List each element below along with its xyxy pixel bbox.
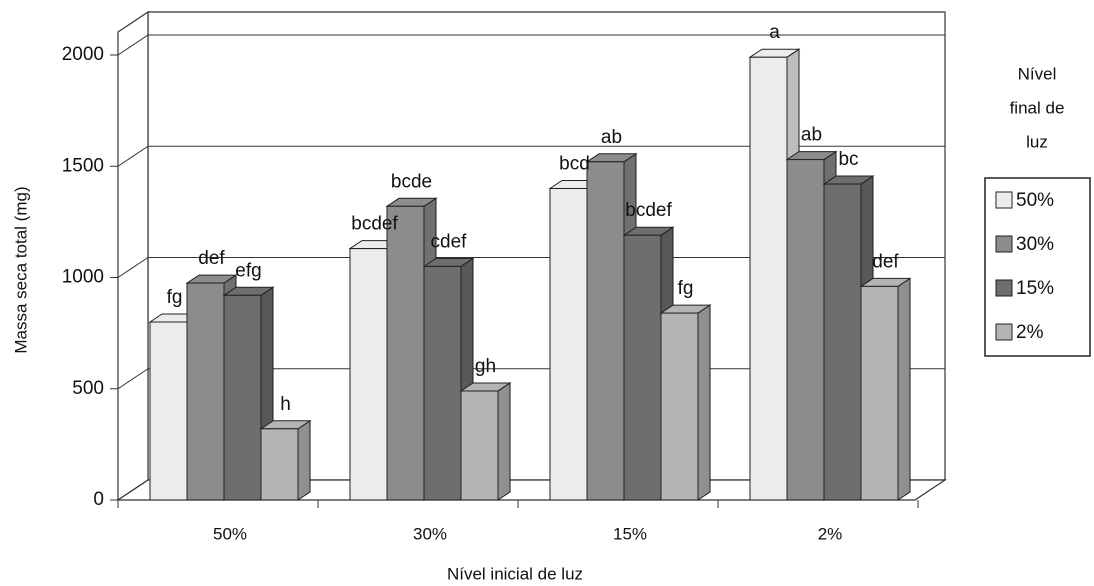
bar bbox=[423, 265, 462, 501]
bar-side bbox=[497, 382, 511, 501]
bar-annotation: bcdef bbox=[351, 214, 398, 235]
legend-title: final de bbox=[1010, 98, 1065, 117]
bar-annotation: cdef bbox=[431, 231, 468, 252]
x-tick-label: 15% bbox=[613, 524, 647, 543]
bar bbox=[349, 248, 388, 501]
bar bbox=[186, 282, 225, 501]
bar-side bbox=[697, 304, 711, 501]
bar-annotation: ab bbox=[601, 127, 622, 148]
bar bbox=[586, 161, 625, 501]
legend-title: Nível bbox=[1018, 64, 1057, 83]
bar-annotation: ab bbox=[801, 125, 822, 146]
bar-annotation: bcd bbox=[559, 154, 590, 175]
bar bbox=[786, 159, 825, 501]
y-axis-label: Massa seca total (mg) bbox=[11, 186, 30, 353]
bar bbox=[149, 321, 188, 501]
legend-label: 50% bbox=[1016, 190, 1054, 211]
bar-annotation: fg bbox=[678, 278, 694, 299]
legend-swatch bbox=[995, 191, 1013, 209]
y-tick-label: 2000 bbox=[62, 44, 104, 65]
bar-annotation: gh bbox=[475, 356, 496, 377]
grid-line bbox=[117, 368, 149, 390]
bar-annotation: fg bbox=[167, 287, 183, 308]
bar-annotation: h bbox=[280, 394, 291, 415]
bar-annotation: def bbox=[872, 251, 899, 272]
bar bbox=[660, 312, 699, 501]
grid-line bbox=[117, 34, 149, 56]
y-tick-label: 500 bbox=[72, 378, 104, 399]
y-tick-label: 1000 bbox=[62, 267, 104, 288]
y-tick-label: 1500 bbox=[62, 155, 104, 176]
legend-label: 2% bbox=[1016, 322, 1044, 343]
grid-line bbox=[117, 257, 149, 278]
bar bbox=[623, 234, 662, 501]
legend-title: luz bbox=[1026, 132, 1048, 151]
bar bbox=[260, 428, 299, 501]
grid-line bbox=[117, 145, 149, 167]
bar bbox=[386, 205, 425, 501]
x-tick-label: 30% bbox=[413, 524, 447, 543]
bar bbox=[823, 183, 862, 501]
bar-annotation: bc bbox=[838, 149, 858, 170]
legend-label: 15% bbox=[1016, 278, 1054, 299]
bar-annotation: a bbox=[769, 22, 780, 43]
bar-annotation: bcde bbox=[391, 171, 432, 192]
side-wall bbox=[117, 10, 149, 502]
bar-side bbox=[897, 277, 911, 501]
bar bbox=[223, 294, 262, 501]
x-tick-label: 2% bbox=[818, 524, 843, 543]
bar-annotation: bcdef bbox=[625, 200, 672, 221]
legend-swatch bbox=[995, 323, 1013, 341]
legend-swatch bbox=[995, 279, 1013, 297]
bar bbox=[749, 56, 788, 501]
bar bbox=[549, 188, 588, 501]
bar bbox=[460, 390, 499, 501]
bar-annotation: def bbox=[198, 248, 225, 269]
bar-annotation: efg bbox=[235, 260, 261, 281]
bar-side bbox=[297, 419, 311, 501]
legend-swatch bbox=[995, 235, 1013, 253]
x-tick-label: 50% bbox=[213, 524, 247, 543]
legend-label: 30% bbox=[1016, 234, 1054, 255]
x-axis-label: Nível inicial de luz bbox=[447, 564, 583, 583]
bar bbox=[860, 285, 899, 501]
y-tick-label: 0 bbox=[93, 489, 104, 510]
